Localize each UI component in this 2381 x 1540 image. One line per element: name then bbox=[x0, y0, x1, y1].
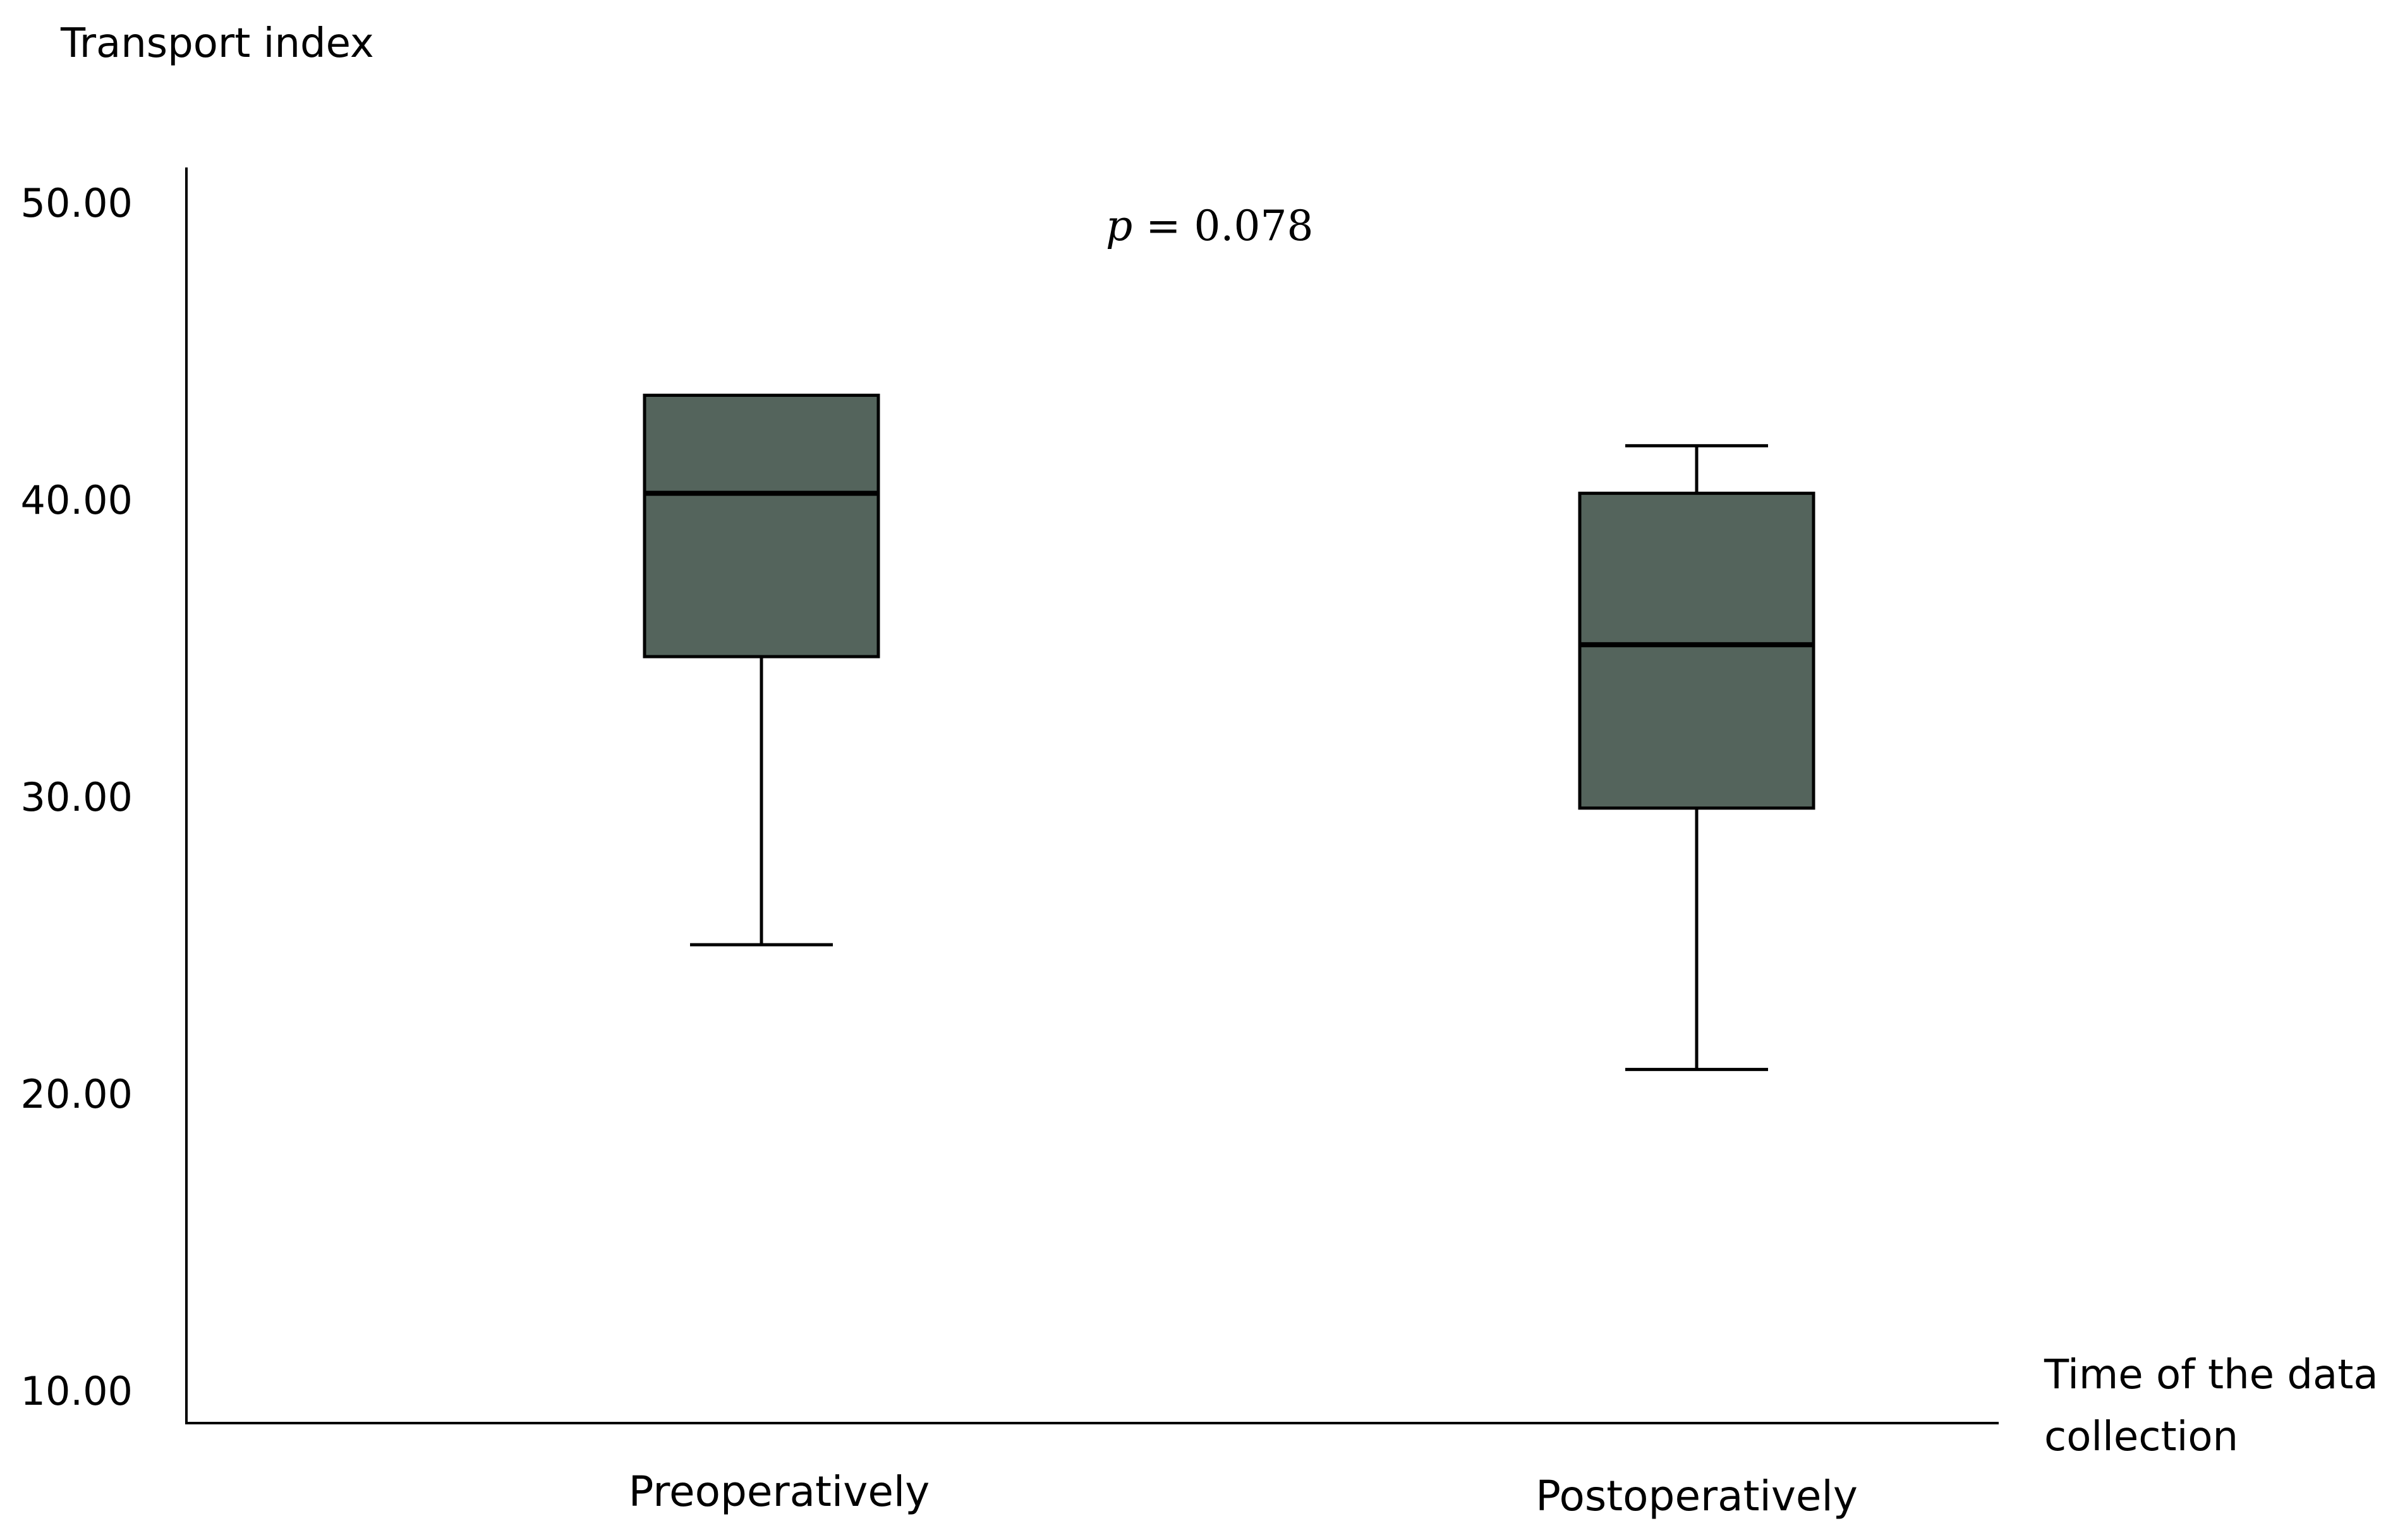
y-tick-label: 10.00 bbox=[21, 1368, 133, 1414]
p-value-annotation: p = 0.078 bbox=[1106, 202, 1313, 250]
p-value-text: = 0.078 bbox=[1132, 202, 1313, 250]
x-category-label: Preoperatively bbox=[629, 1467, 930, 1516]
y-tick-labels: 50.00 40.00 30.00 20.00 10.00 bbox=[21, 180, 133, 1414]
box-iqr bbox=[1578, 492, 1815, 810]
y-axis-title: Transport index bbox=[60, 20, 374, 67]
y-tick-label: 30.00 bbox=[21, 774, 133, 820]
x-category-label: Postoperatively bbox=[1536, 1472, 1858, 1520]
x-axis-title: Time of the data bbox=[2044, 1352, 2378, 1398]
y-tick-label: 50.00 bbox=[21, 180, 133, 226]
x-axis-title: collection bbox=[2044, 1414, 2238, 1460]
y-tick-label: 40.00 bbox=[21, 477, 133, 523]
box-iqr bbox=[643, 394, 880, 658]
y-tick-label: 20.00 bbox=[21, 1071, 133, 1117]
p-value-symbol: p bbox=[1106, 202, 1132, 250]
box-series bbox=[643, 394, 1815, 1071]
